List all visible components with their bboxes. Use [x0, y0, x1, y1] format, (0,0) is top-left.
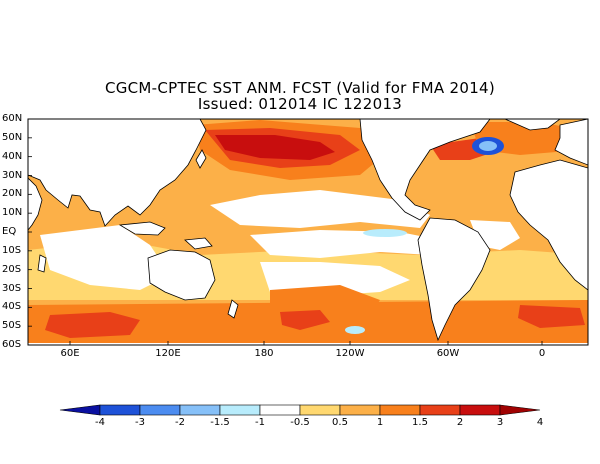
- land-indonesia: [118, 221, 166, 236]
- colorbar-label: 2: [456, 417, 464, 428]
- map-subtitle: Issued: 012014 IC 122013: [197, 95, 403, 113]
- lon-label: 180: [254, 348, 274, 359]
- lat-ticks: [28, 118, 32, 346]
- colorbar-swatch: [99, 404, 141, 416]
- lon-label: 0: [538, 348, 546, 359]
- colorbar-label: -0.5: [290, 417, 310, 428]
- field-red-south-atlantic: [518, 305, 585, 328]
- land-south-america: [417, 217, 491, 342]
- land-africa-west: [28, 177, 43, 231]
- lat-label: 40S: [2, 301, 22, 313]
- map-title: CGCM-CPTEC SST ANM. FCST (Valid for FMA …: [104, 79, 496, 97]
- colorbar-swatch: [379, 404, 421, 416]
- lat-label: 60N: [2, 113, 23, 124]
- lon-label: 120W: [335, 348, 365, 359]
- lat-label: 50N: [2, 131, 23, 143]
- land-madagascar: [37, 254, 47, 273]
- land-greenland: [504, 119, 561, 131]
- lat-label: 20N: [2, 188, 23, 200]
- neutral-zone-south-pacific: [260, 262, 410, 296]
- lat-label: 10S: [2, 244, 22, 256]
- neutral-zone-north-pacific: [210, 190, 430, 228]
- colorbar-label: 4: [536, 417, 544, 428]
- land-new-zealand: [227, 299, 239, 319]
- land-africa: [509, 159, 588, 291]
- colorbar-swatch: [179, 404, 221, 416]
- field-darkred-north-pacific: [215, 135, 335, 160]
- colorbar-swatch: [139, 404, 181, 416]
- colorbar-label: 1.5: [412, 417, 428, 428]
- lon-label: 120E: [155, 348, 181, 359]
- colorbar-label: -1.5: [210, 417, 230, 428]
- cool-spot-north-atlantic-core: [479, 141, 497, 151]
- colorbar-swatch: [499, 404, 541, 416]
- colorbar: [59, 404, 541, 416]
- colorbar-label: 0.5: [332, 417, 348, 428]
- colorbar-swatch: [339, 404, 381, 416]
- lat-label: 40N: [2, 150, 23, 162]
- land-europe: [554, 119, 588, 166]
- land-japan: [195, 149, 207, 169]
- map-fields: [28, 119, 588, 345]
- colorbar-label: -4: [95, 417, 105, 428]
- colorbar-label: -3: [135, 417, 145, 428]
- field-red-south-indian: [45, 312, 140, 338]
- land-north-america: [359, 119, 491, 221]
- colorbar-swatch: [219, 404, 261, 416]
- colorbar-label: 3: [496, 417, 504, 428]
- neutral-zone-equatorial-pacific: [250, 230, 440, 258]
- colorbar-swatch: [59, 404, 101, 416]
- field-red-south-pacific: [280, 310, 330, 330]
- cool-spot-southern-ocean: [345, 326, 365, 334]
- colorbar-label: -2: [175, 417, 185, 428]
- lat-label: EQ: [2, 226, 17, 237]
- land-new-guinea: [184, 237, 213, 250]
- lon-label: 60W: [436, 348, 460, 359]
- colorbar-swatch: [259, 404, 301, 416]
- lon-label: 60E: [60, 348, 80, 359]
- colorbar-swatch: [419, 404, 461, 416]
- cool-spot-equatorial-pacific: [363, 229, 407, 237]
- colorbar-label: 1: [376, 417, 384, 428]
- lon-ticks: [69, 341, 543, 345]
- colorbar-swatch: [299, 404, 341, 416]
- colorbar-swatch: [459, 404, 501, 416]
- land-australia: [147, 249, 216, 301]
- neutral-zone-indian: [40, 225, 170, 290]
- lat-label: 30S: [2, 282, 22, 294]
- lat-label: 60S: [2, 339, 22, 350]
- lat-label: 50S: [2, 320, 22, 332]
- lat-label: 10N: [2, 207, 23, 219]
- colorbar-label: -1: [255, 417, 265, 428]
- lat-label: 30N: [2, 169, 23, 181]
- lat-label: 20S: [2, 263, 22, 275]
- land-asia: [28, 119, 207, 227]
